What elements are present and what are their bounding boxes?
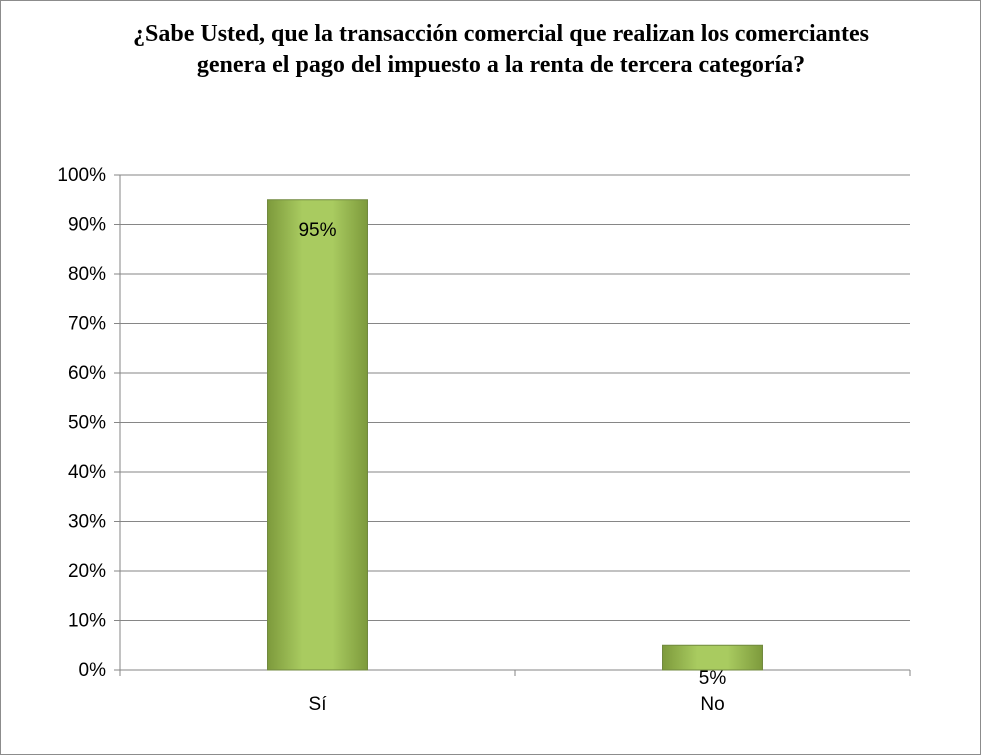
y-tick-label: 40% <box>68 462 106 483</box>
y-tick-label: 80% <box>68 264 106 285</box>
y-tick-label: 100% <box>57 165 106 186</box>
data-label: 5% <box>699 668 727 689</box>
y-tick-labels: 0% 10% 20% 30% 40% 50% 60% 70% 80% 90% 100% <box>57 165 106 681</box>
chart-title: ¿Sabe Usted, que la transacción comercia… <box>133 21 869 78</box>
category-label: No <box>700 694 724 715</box>
y-tick-label: 90% <box>68 215 106 236</box>
bar-no <box>662 644 763 671</box>
data-label: 95% <box>298 220 336 241</box>
gridlines <box>120 174 910 621</box>
category-labels: Sí No <box>309 694 725 715</box>
bar-si <box>267 199 368 671</box>
y-tick-label: 60% <box>68 363 106 384</box>
y-tick-label: 0% <box>79 660 107 681</box>
y-tick-label: 70% <box>68 314 106 335</box>
y-tick-label: 50% <box>68 413 106 434</box>
data-labels: 95% 5% <box>298 220 726 689</box>
y-tick-label: 20% <box>68 561 106 582</box>
y-tick-label: 10% <box>68 611 106 632</box>
category-label: Sí <box>309 694 328 715</box>
y-tick-label: 30% <box>68 512 106 533</box>
bars <box>267 199 763 671</box>
axes <box>114 174 911 676</box>
